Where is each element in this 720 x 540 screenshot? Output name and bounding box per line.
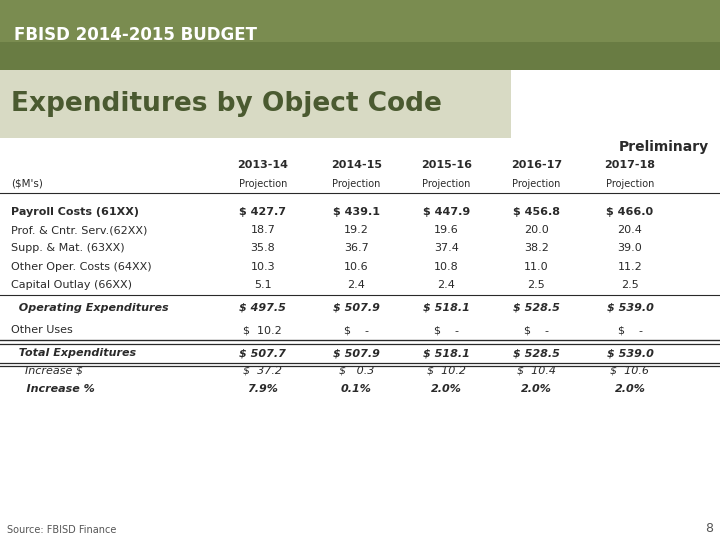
Text: $ 507.9: $ 507.9 xyxy=(333,348,380,358)
Text: 2017-18: 2017-18 xyxy=(605,160,655,170)
Text: 7.9%: 7.9% xyxy=(248,384,278,394)
Text: 35.8: 35.8 xyxy=(251,244,275,253)
Text: $ 528.5: $ 528.5 xyxy=(513,348,560,358)
Text: Projection: Projection xyxy=(606,179,654,188)
FancyBboxPatch shape xyxy=(0,70,511,138)
Text: Supp. & Mat. (63XX): Supp. & Mat. (63XX) xyxy=(11,244,125,253)
Text: 2.0%: 2.0% xyxy=(521,384,552,394)
Text: Projection: Projection xyxy=(332,179,381,188)
Text: 38.2: 38.2 xyxy=(524,244,549,253)
Text: Payroll Costs (61XX): Payroll Costs (61XX) xyxy=(11,207,139,217)
Text: $ 456.8: $ 456.8 xyxy=(513,207,560,217)
Text: $ 466.0: $ 466.0 xyxy=(606,207,654,217)
FancyBboxPatch shape xyxy=(0,42,720,70)
Text: 2015-16: 2015-16 xyxy=(421,160,472,170)
Text: $  10.6: $ 10.6 xyxy=(611,366,649,376)
Text: 2014-15: 2014-15 xyxy=(331,160,382,170)
Text: 2.5: 2.5 xyxy=(621,280,639,290)
Text: Capital Outlay (66XX): Capital Outlay (66XX) xyxy=(11,280,132,290)
Text: 19.2: 19.2 xyxy=(344,225,369,235)
Text: $  37.2: $ 37.2 xyxy=(243,366,282,376)
Text: 5.1: 5.1 xyxy=(254,280,271,290)
Text: $ 518.1: $ 518.1 xyxy=(423,348,470,358)
Text: 2013-14: 2013-14 xyxy=(238,160,288,170)
Text: 0.1%: 0.1% xyxy=(341,384,372,394)
Text: 8: 8 xyxy=(705,522,713,535)
Text: FBISD 2014-2015 BUDGET: FBISD 2014-2015 BUDGET xyxy=(14,26,258,44)
Text: Preliminary: Preliminary xyxy=(619,140,709,154)
Text: Projection: Projection xyxy=(422,179,471,188)
Text: Total Expenditures: Total Expenditures xyxy=(11,348,136,358)
Text: ($M's): ($M's) xyxy=(11,179,42,188)
Text: $ 439.1: $ 439.1 xyxy=(333,207,380,217)
Text: 37.4: 37.4 xyxy=(434,244,459,253)
Text: $  10.2: $ 10.2 xyxy=(243,326,282,335)
Text: 10.3: 10.3 xyxy=(251,262,275,272)
Text: 2.4: 2.4 xyxy=(438,280,455,290)
Text: $ 427.7: $ 427.7 xyxy=(239,207,287,217)
Text: 18.7: 18.7 xyxy=(251,225,275,235)
Text: $ 507.9: $ 507.9 xyxy=(333,303,380,313)
Text: 2.0%: 2.0% xyxy=(431,384,462,394)
Text: 2.5: 2.5 xyxy=(528,280,545,290)
Text: 10.8: 10.8 xyxy=(434,262,459,272)
Text: 19.6: 19.6 xyxy=(434,225,459,235)
Text: Increase $: Increase $ xyxy=(11,366,83,376)
Text: 11.0: 11.0 xyxy=(524,262,549,272)
Text: Other Oper. Costs (64XX): Other Oper. Costs (64XX) xyxy=(11,262,151,272)
Text: Other Uses: Other Uses xyxy=(11,326,73,335)
Text: Projection: Projection xyxy=(512,179,561,188)
Text: 36.7: 36.7 xyxy=(344,244,369,253)
Text: Increase %: Increase % xyxy=(11,384,94,394)
Text: Source: FBISD Finance: Source: FBISD Finance xyxy=(7,524,117,535)
Text: 20.4: 20.4 xyxy=(618,225,642,235)
Text: 11.2: 11.2 xyxy=(618,262,642,272)
Text: $    -: $ - xyxy=(434,326,459,335)
Text: $   0.3: $ 0.3 xyxy=(338,366,374,376)
Text: 2.0%: 2.0% xyxy=(615,384,645,394)
Text: $ 539.0: $ 539.0 xyxy=(606,303,654,313)
Text: $ 497.5: $ 497.5 xyxy=(239,303,287,313)
Text: $  10.4: $ 10.4 xyxy=(517,366,556,376)
Text: $  10.2: $ 10.2 xyxy=(427,366,466,376)
Text: Prof. & Cntr. Serv.(62XX): Prof. & Cntr. Serv.(62XX) xyxy=(11,225,147,235)
Text: $    -: $ - xyxy=(618,326,642,335)
FancyBboxPatch shape xyxy=(0,0,720,70)
Text: $ 539.0: $ 539.0 xyxy=(606,348,654,358)
Text: Projection: Projection xyxy=(238,179,287,188)
Text: $    -: $ - xyxy=(344,326,369,335)
Text: $    -: $ - xyxy=(524,326,549,335)
Text: $ 447.9: $ 447.9 xyxy=(423,207,470,217)
Text: $ 518.1: $ 518.1 xyxy=(423,303,470,313)
Text: 39.0: 39.0 xyxy=(618,244,642,253)
Text: Operating Expenditures: Operating Expenditures xyxy=(11,303,168,313)
Text: Expenditures by Object Code: Expenditures by Object Code xyxy=(11,91,441,117)
Text: 2.4: 2.4 xyxy=(348,280,365,290)
Text: 20.0: 20.0 xyxy=(524,225,549,235)
Text: 2016-17: 2016-17 xyxy=(510,160,562,170)
Text: 10.6: 10.6 xyxy=(344,262,369,272)
Text: $ 507.7: $ 507.7 xyxy=(239,348,287,358)
Text: $ 528.5: $ 528.5 xyxy=(513,303,560,313)
